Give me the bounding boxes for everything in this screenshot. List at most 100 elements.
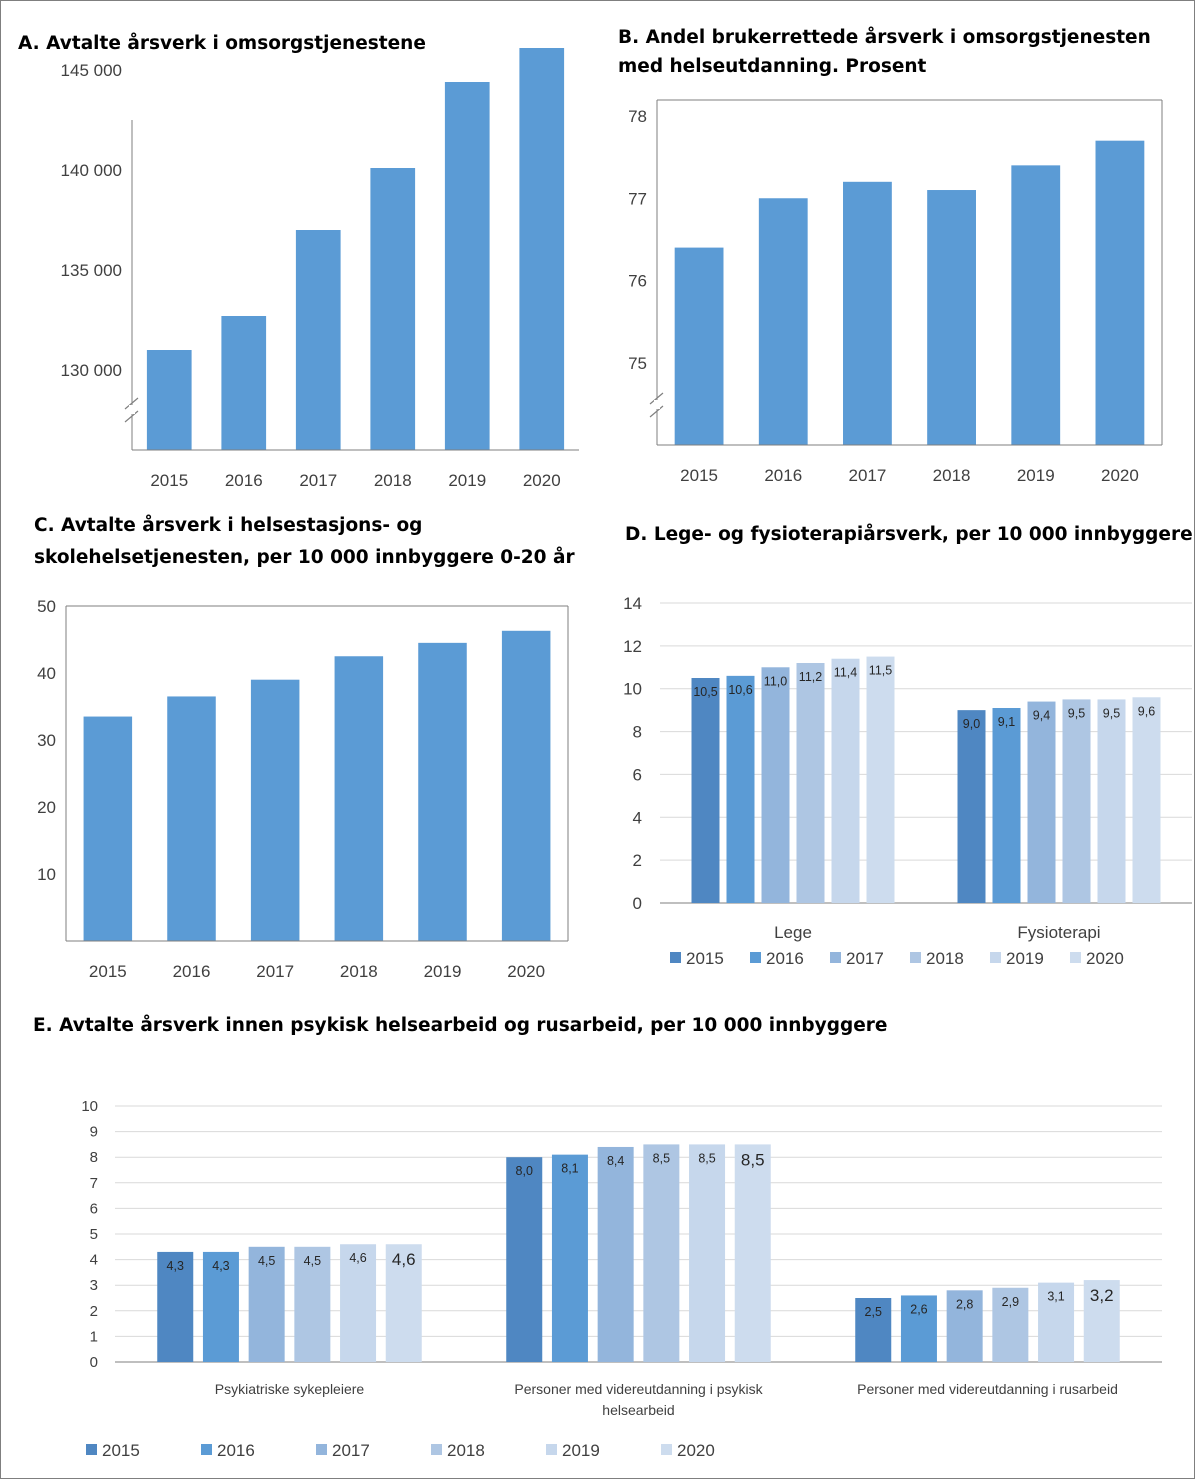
chart-C-title: C. Avtalte årsverk i helsestasjons- og bbox=[34, 514, 422, 536]
chart-E-data-label: 4,3 bbox=[167, 1259, 184, 1273]
chart-C-y-tick-label: 40 bbox=[37, 664, 56, 683]
chart-D-legend-swatch bbox=[830, 952, 841, 963]
chart-E-y-tick-label: 7 bbox=[90, 1175, 98, 1192]
chart-D-data-label: 11,4 bbox=[834, 666, 857, 680]
chart-C-y-tick-label: 10 bbox=[37, 865, 56, 884]
chart-A-x-tick-label: 2015 bbox=[150, 471, 188, 490]
chart-D-bar bbox=[796, 663, 825, 903]
chart-E-category-label: Psykiatriske sykepleiere bbox=[215, 1381, 365, 1397]
chart-E-bar bbox=[157, 1251, 194, 1362]
chart-C-y-tick-label: 20 bbox=[37, 798, 56, 817]
chart-D-bar bbox=[1027, 701, 1056, 903]
chart-D-legend-swatch bbox=[990, 952, 1001, 963]
chart-A-bar bbox=[370, 168, 416, 450]
chart-C-bar bbox=[418, 642, 467, 941]
chart-D-legend-swatch bbox=[910, 952, 921, 963]
chart-C-x-tick-label: 2017 bbox=[256, 962, 294, 981]
chart-E-data-label: 4,6 bbox=[349, 1251, 366, 1265]
chart-B-x-tick-label: 2019 bbox=[1017, 466, 1055, 485]
chart-C-x-tick-label: 2016 bbox=[173, 962, 211, 981]
chart-E-bar bbox=[992, 1287, 1029, 1362]
chart-B-bar bbox=[927, 190, 976, 445]
chart-E-data-label: 3,2 bbox=[1090, 1286, 1114, 1305]
chart-E-title: E. Avtalte årsverk innen psykisk helsear… bbox=[33, 1014, 887, 1036]
chart-B-x-tick-label: 2018 bbox=[933, 466, 971, 485]
chart-D-data-label: 9,5 bbox=[1103, 706, 1120, 720]
chart-E-data-label: 8,0 bbox=[516, 1164, 533, 1178]
chart-D-legend-label: 2020 bbox=[1086, 949, 1124, 968]
chart-D-title: D. Lege- og fysioterapiårsverk, per 10 0… bbox=[625, 523, 1193, 545]
chart-C-x-tick-label: 2018 bbox=[340, 962, 378, 981]
chart-A-x-tick-label: 2019 bbox=[448, 471, 486, 490]
chart-E-data-label: 8,5 bbox=[698, 1151, 715, 1165]
chart-D-bar bbox=[957, 710, 986, 903]
chart-B-title: B. Andel brukerrettede årsverk i omsorgs… bbox=[618, 26, 1151, 48]
chart-E-category-label: Personer med videreutdanning i rusarbeid bbox=[857, 1381, 1118, 1397]
chart-E-legend-swatch bbox=[661, 1444, 672, 1455]
chart-E-y-tick-label: 10 bbox=[81, 1098, 98, 1115]
chart-E-data-label: 4,6 bbox=[392, 1250, 416, 1269]
chart-A-axis-break-gap bbox=[129, 405, 135, 414]
chart-E-legend-label: 2017 bbox=[332, 1441, 370, 1460]
chart-A-x-tick-label: 2020 bbox=[523, 471, 561, 490]
chart-E-data-label: 4,5 bbox=[258, 1254, 275, 1268]
chart-C-title: skolehelsetjenesten, per 10 000 innbygge… bbox=[34, 546, 575, 568]
chart-A-bar bbox=[295, 230, 341, 450]
chart-A-y-tick-label: 145 000 bbox=[61, 61, 122, 80]
chart-B-x-tick-label: 2017 bbox=[849, 466, 887, 485]
chart-E-bar bbox=[506, 1157, 543, 1362]
chart-E-category-label: Personer med videreutdanning i psykisk bbox=[514, 1381, 763, 1397]
chart-C-bar bbox=[334, 656, 384, 941]
chart-A-axis-break bbox=[124, 410, 139, 423]
chart-E-category-label: helsearbeid bbox=[602, 1402, 674, 1418]
chart-E-y-tick-label: 4 bbox=[90, 1252, 98, 1269]
chart-B-bar bbox=[758, 198, 808, 445]
chart-E-data-label: 8,5 bbox=[653, 1151, 670, 1165]
chart-E-bar bbox=[946, 1290, 983, 1362]
chart-E-bar bbox=[340, 1244, 377, 1362]
chart-E-legend-label: 2018 bbox=[447, 1441, 485, 1460]
chart-D-legend-label: 2018 bbox=[926, 949, 964, 968]
chart-D-legend-label: 2016 bbox=[766, 949, 804, 968]
chart-A-bar bbox=[221, 316, 267, 450]
chart-E-legend-label: 2015 bbox=[102, 1441, 140, 1460]
chart-E-data-label: 4,3 bbox=[212, 1259, 229, 1273]
chart-E-y-tick-label: 2 bbox=[90, 1303, 98, 1320]
chart-B-y-tick-label: 78 bbox=[628, 107, 647, 126]
chart-E-bar bbox=[385, 1244, 422, 1362]
chart-D-legend-swatch bbox=[750, 952, 761, 963]
chart-C-x-tick-label: 2019 bbox=[424, 962, 462, 981]
chart-A-bar bbox=[444, 82, 490, 450]
chart-D-data-label: 11,5 bbox=[869, 664, 892, 678]
chart-D-legend-label: 2017 bbox=[846, 949, 884, 968]
chart-C-x-tick-label: 2015 bbox=[89, 962, 127, 981]
chart-B-y-tick-label: 77 bbox=[628, 189, 647, 208]
chart-A-y-tick-label: 130 000 bbox=[61, 361, 122, 380]
chart-E-y-tick-label: 0 bbox=[90, 1354, 98, 1371]
chart-C-x-tick-label: 2020 bbox=[507, 962, 545, 981]
chart-D-bar bbox=[726, 675, 755, 903]
chart-C-y-tick-label: 30 bbox=[37, 731, 56, 750]
chart-D-bar bbox=[1097, 699, 1126, 903]
chart-B-x-tick-label: 2015 bbox=[680, 466, 718, 485]
chart-E-data-label: 3,1 bbox=[1047, 1290, 1064, 1304]
chart-D-y-tick-label: 12 bbox=[623, 637, 642, 656]
chart-E-data-label: 4,5 bbox=[304, 1254, 321, 1268]
chart-E-legend-swatch bbox=[546, 1444, 557, 1455]
chart-A-x-tick-label: 2017 bbox=[299, 471, 337, 490]
chart-A-x-tick-label: 2016 bbox=[225, 471, 263, 490]
chart-D-y-tick-label: 4 bbox=[633, 808, 642, 827]
chart-E-legend-swatch bbox=[316, 1444, 327, 1455]
chart-E-y-tick-label: 1 bbox=[90, 1328, 98, 1345]
chart-E-legend-swatch bbox=[86, 1444, 97, 1455]
chart-A-title: A. Avtalte årsverk i omsorgstjenestene bbox=[18, 32, 426, 54]
chart-E-legend-label: 2016 bbox=[217, 1441, 255, 1460]
chart-E-y-tick-label: 9 bbox=[90, 1124, 98, 1141]
chart-E-data-label: 8,1 bbox=[561, 1162, 578, 1176]
chart-D-bar bbox=[1062, 699, 1091, 903]
chart-C-y-tick-label: 50 bbox=[37, 597, 56, 616]
chart-E-legend-swatch bbox=[431, 1444, 442, 1455]
chart-A-y-tick-label: 135 000 bbox=[61, 261, 122, 280]
chart-D-data-label: 9,1 bbox=[998, 715, 1015, 729]
chart-E-data-label: 2,8 bbox=[956, 1297, 973, 1311]
